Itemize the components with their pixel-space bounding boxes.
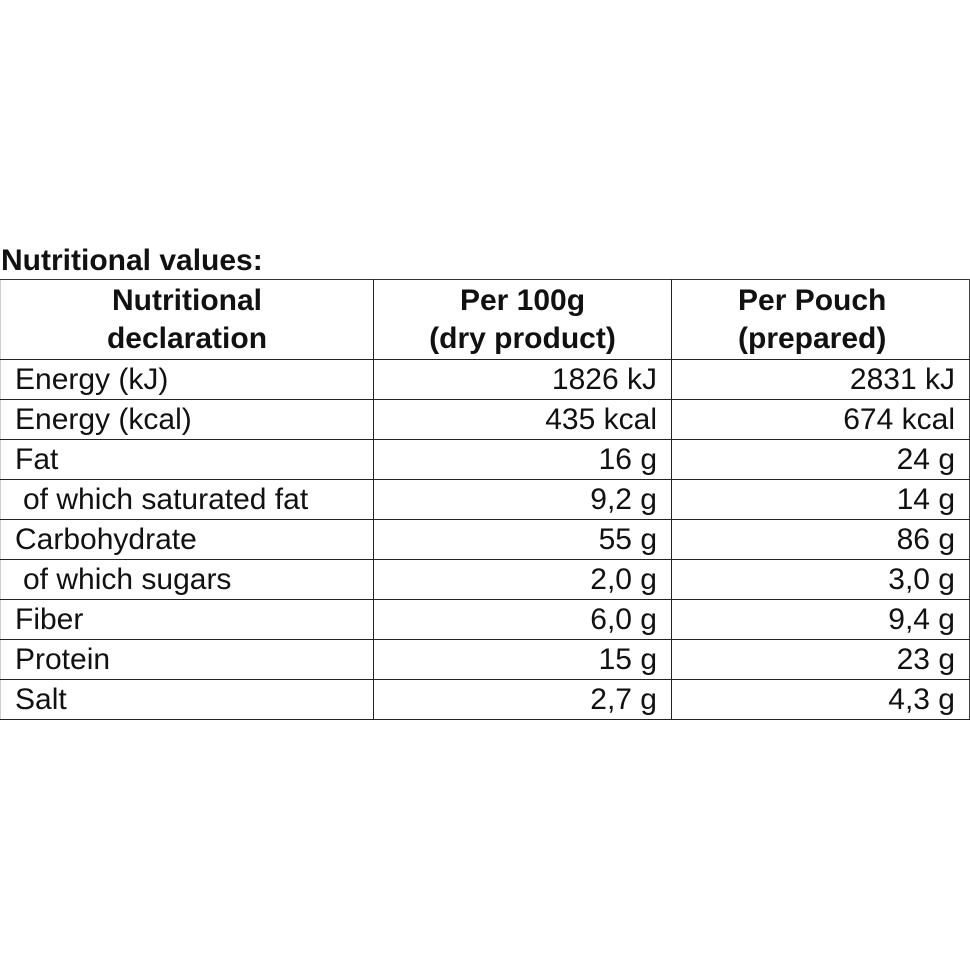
row-per-pouch: 14 g	[671, 479, 970, 520]
row-per-pouch: 86 g	[671, 519, 970, 560]
row-per-100g: 2,7 g	[373, 679, 672, 720]
nutrition-panel: Nutritional values: Nutritional declarat…	[0, 243, 970, 720]
row-per-100g: 9,2 g	[373, 479, 672, 520]
table-row: Carbohydrate 55 g 86 g	[0, 519, 970, 560]
table-row: Fiber 6,0 g 9,4 g	[0, 599, 970, 640]
header-per-pouch: Per Pouch (prepared)	[671, 279, 970, 360]
table-row: Protein 15 g 23 g	[0, 639, 970, 680]
table-title: Nutritional values:	[1, 244, 263, 277]
row-label: Energy (kcal)	[0, 399, 374, 440]
table-row: Fat 16 g 24 g	[0, 439, 970, 480]
row-per-pouch: 24 g	[671, 439, 970, 480]
row-per-pouch: 4,3 g	[671, 679, 970, 720]
row-label: Salt	[0, 679, 374, 720]
row-per-pouch: 9,4 g	[671, 599, 970, 640]
row-per-100g: 6,0 g	[373, 599, 672, 640]
row-label: of which sugars	[0, 559, 374, 600]
table-row: Energy (kcal) 435 kcal 674 kcal	[0, 399, 970, 440]
nutrition-table: Nutritional declaration Per 100g (dry pr…	[0, 279, 970, 720]
header-per-100g: Per 100g (dry product)	[373, 279, 672, 360]
header-per-100g-line2: (dry product)	[429, 321, 616, 355]
row-per-pouch: 23 g	[671, 639, 970, 680]
row-label: of which saturated fat	[0, 479, 374, 520]
row-per-100g: 15 g	[373, 639, 672, 680]
header-declaration: Nutritional declaration	[0, 279, 374, 360]
table-row: Energy (kJ) 1826 kJ 2831 kJ	[0, 359, 970, 400]
row-per-100g: 435 kcal	[373, 399, 672, 440]
table-row: Salt 2,7 g 4,3 g	[0, 679, 970, 720]
row-per-pouch: 3,0 g	[671, 559, 970, 600]
row-per-pouch: 674 kcal	[671, 399, 970, 440]
header-per-100g-line1: Per 100g	[459, 283, 586, 317]
table-row: of which sugars 2,0 g 3,0 g	[0, 559, 970, 600]
row-label: Fat	[0, 439, 374, 480]
row-label: Carbohydrate	[0, 519, 374, 560]
header-declaration-line1: Nutritional	[112, 283, 262, 317]
row-label: Fiber	[0, 599, 374, 640]
row-per-pouch: 2831 kJ	[671, 359, 970, 400]
row-per-100g: 2,0 g	[373, 559, 672, 600]
header-per-pouch-line2: (prepared)	[738, 321, 887, 355]
header-row: Nutritional declaration Per 100g (dry pr…	[0, 279, 970, 360]
row-per-100g: 55 g	[373, 519, 672, 560]
row-label: Energy (kJ)	[0, 359, 374, 400]
header-per-pouch-line1: Per Pouch	[738, 283, 887, 317]
table-row: of which saturated fat 9,2 g 14 g	[0, 479, 970, 520]
row-per-100g: 16 g	[373, 439, 672, 480]
row-per-100g: 1826 kJ	[373, 359, 672, 400]
row-label: Protein	[0, 639, 374, 680]
header-declaration-line2: declaration	[106, 321, 268, 355]
